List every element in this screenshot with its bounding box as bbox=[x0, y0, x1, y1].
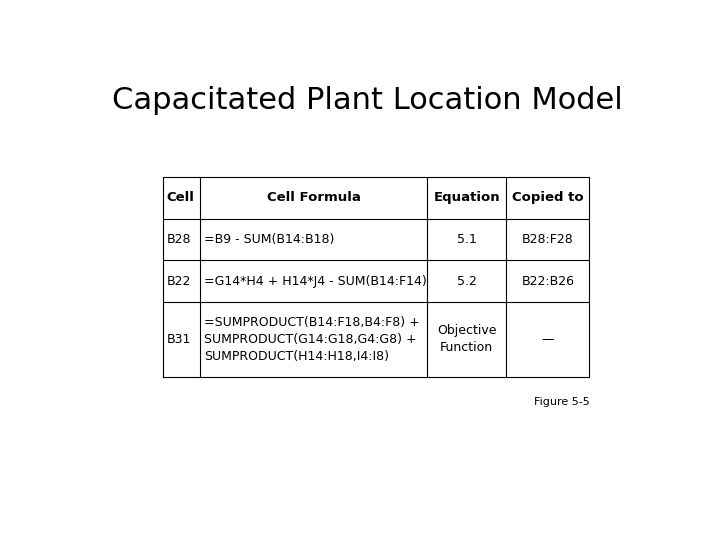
Text: =B9 - SUM(B14:B18): =B9 - SUM(B14:B18) bbox=[204, 233, 334, 246]
Text: =SUMPRODUCT(B14:F18,B4:F8) +
SUMPRODUCT(G14:G18,G4:G8) +
SUMPRODUCT(H14:H18,I4:I: =SUMPRODUCT(B14:F18,B4:F8) + SUMPRODUCT(… bbox=[204, 316, 420, 363]
Text: 5.1: 5.1 bbox=[456, 233, 477, 246]
Text: Copied to: Copied to bbox=[512, 191, 584, 204]
Text: B28: B28 bbox=[166, 233, 191, 246]
Text: B31: B31 bbox=[166, 333, 191, 346]
Text: =G14*H4 + H14*J4 - SUM(B14:F14): =G14*H4 + H14*J4 - SUM(B14:F14) bbox=[204, 274, 427, 287]
Text: Equation: Equation bbox=[433, 191, 500, 204]
Text: Figure 5-5: Figure 5-5 bbox=[534, 397, 590, 408]
Text: Cell: Cell bbox=[166, 191, 194, 204]
Text: B22:B26: B22:B26 bbox=[521, 274, 575, 287]
Text: Capacitated Plant Location Model: Capacitated Plant Location Model bbox=[112, 85, 623, 114]
Text: —: — bbox=[541, 333, 554, 346]
Text: B22: B22 bbox=[166, 274, 191, 287]
Text: Objective
Function: Objective Function bbox=[437, 324, 496, 354]
Text: Cell Formula: Cell Formula bbox=[266, 191, 361, 204]
Text: 5.2: 5.2 bbox=[456, 274, 477, 287]
Text: B28:F28: B28:F28 bbox=[522, 233, 574, 246]
